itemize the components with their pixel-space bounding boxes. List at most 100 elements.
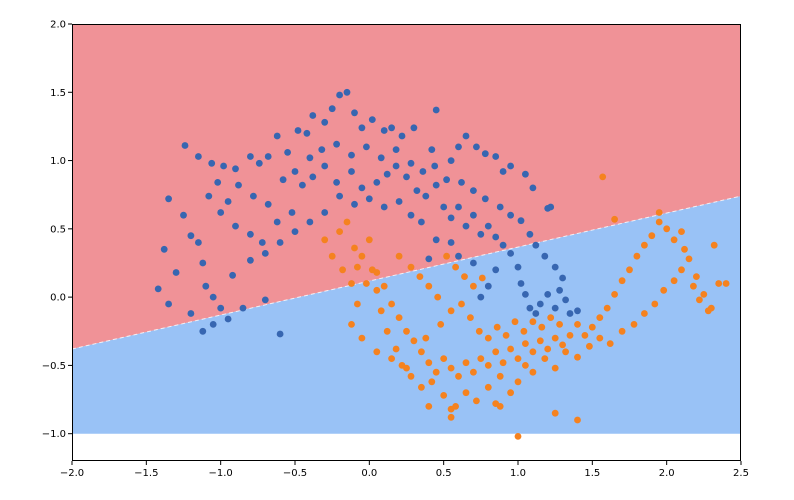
data-point (458, 300, 465, 308)
data-point (511, 318, 519, 326)
data-point (704, 307, 712, 315)
y-axis: −1.0 −0.5 0.0 0.5 1.0 1.5 2.0 (42, 20, 72, 440)
data-point (670, 277, 678, 285)
data-point (544, 291, 552, 298)
data-point (547, 203, 555, 211)
data-point (562, 296, 569, 304)
region-lower (72, 196, 741, 434)
x-tick-label: 2.0 (659, 468, 675, 479)
data-point (596, 314, 604, 321)
data-point (641, 310, 648, 317)
data-point (458, 179, 465, 186)
data-point (407, 211, 415, 219)
data-point (388, 300, 395, 308)
data-point (655, 218, 663, 226)
data-point (681, 245, 688, 253)
data-point (187, 232, 195, 240)
data-point (526, 304, 534, 312)
data-point (440, 392, 448, 399)
data-point (288, 209, 296, 216)
data-point (418, 348, 425, 356)
data-point (461, 273, 468, 280)
data-point (419, 168, 427, 175)
data-point (358, 124, 366, 132)
data-point (195, 153, 202, 160)
data-point (473, 143, 480, 151)
data-point (247, 256, 254, 264)
data-point (462, 222, 470, 230)
data-point (432, 181, 440, 189)
data-point (660, 286, 668, 294)
data-point (410, 337, 418, 345)
data-point (648, 232, 656, 240)
data-point (306, 218, 314, 226)
data-point (484, 282, 492, 290)
data-point (633, 252, 641, 260)
data-point (276, 239, 284, 246)
data-point (395, 198, 403, 205)
x-tick-label: 0.0 (361, 468, 377, 479)
data-point (514, 263, 522, 271)
data-point (264, 153, 272, 160)
data-point (407, 159, 415, 167)
data-point (264, 200, 272, 208)
data-point (678, 228, 685, 236)
data-point (321, 162, 329, 170)
data-point (250, 192, 257, 200)
decision-regions (71, 24, 742, 434)
data-point (224, 315, 232, 323)
data-point (380, 127, 388, 134)
data-point (395, 314, 403, 321)
data-point (333, 140, 340, 148)
data-point (199, 259, 207, 267)
data-point (425, 403, 433, 410)
data-point (492, 153, 500, 160)
data-point (529, 184, 537, 192)
data-point (348, 151, 355, 159)
data-point (392, 345, 400, 353)
data-point (496, 403, 504, 410)
data-point (291, 168, 299, 175)
data-point (526, 230, 534, 238)
data-point (383, 170, 391, 178)
data-point (470, 282, 477, 290)
series-1 (321, 173, 730, 440)
data-point (475, 327, 483, 335)
data-point (493, 323, 501, 331)
data-point (410, 124, 418, 132)
data-point (354, 300, 361, 308)
data-point (180, 211, 187, 219)
data-point (217, 304, 225, 312)
data-point (541, 355, 549, 362)
data-point (551, 334, 559, 342)
data-point (339, 266, 346, 274)
data-point (447, 307, 455, 315)
data-point (596, 334, 604, 342)
x-tick-label: −0.5 (283, 468, 307, 479)
data-point (473, 397, 480, 405)
data-point (529, 348, 537, 356)
data-point (220, 162, 228, 170)
data-point (258, 239, 266, 246)
data-point (434, 293, 442, 301)
data-point (670, 236, 678, 244)
data-point (685, 255, 693, 263)
x-tick-label: 2.5 (733, 468, 749, 479)
data-point (651, 300, 659, 308)
data-point (407, 372, 415, 380)
data-point (574, 321, 581, 328)
data-point (574, 353, 581, 361)
data-point (321, 209, 329, 216)
data-point (403, 173, 410, 181)
data-point (507, 250, 514, 257)
data-point (470, 187, 477, 195)
data-point (428, 378, 436, 386)
data-point (425, 282, 433, 290)
data-point (358, 184, 366, 192)
data-point (373, 348, 381, 356)
data-point (294, 127, 302, 134)
data-point (522, 170, 529, 178)
data-point (455, 203, 462, 211)
data-point (425, 255, 433, 263)
data-point (440, 203, 448, 211)
